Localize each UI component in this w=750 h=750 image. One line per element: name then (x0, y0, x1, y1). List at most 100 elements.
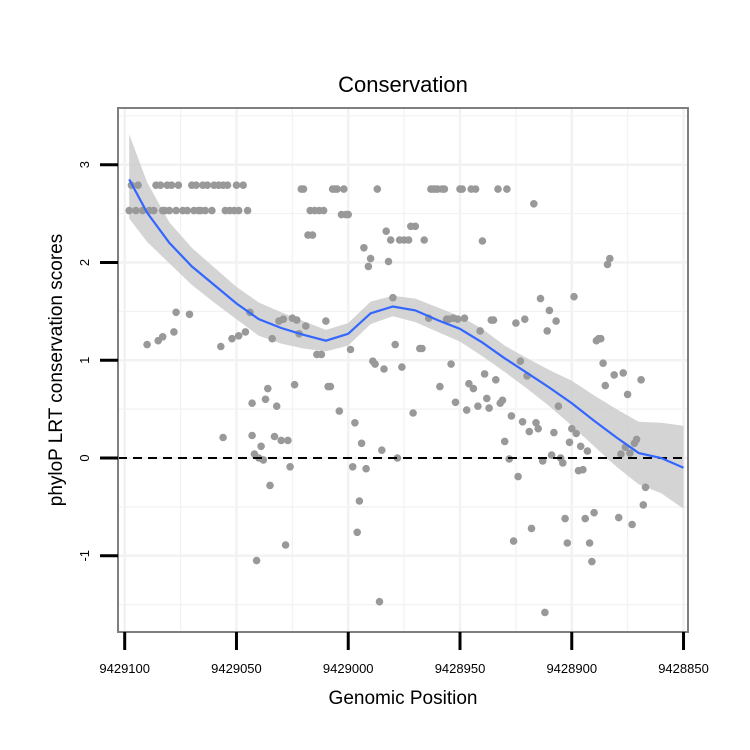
plot-panel-border (117, 107, 689, 633)
data-point (384, 257, 393, 266)
data-point (272, 402, 281, 411)
data-point (601, 381, 610, 390)
data-point (248, 431, 256, 440)
data-point (545, 306, 554, 315)
data-point (398, 363, 406, 371)
data-point (366, 254, 375, 263)
y-axis-title: phyloP LRT conservation scores (46, 234, 67, 507)
confidence-band (129, 134, 684, 509)
data-point (371, 360, 379, 368)
data-point (565, 438, 574, 447)
data-point (281, 541, 290, 549)
data-point (378, 446, 386, 455)
data-point (610, 371, 618, 379)
data-point (319, 206, 328, 215)
data-point (447, 360, 455, 368)
data-point (460, 314, 469, 323)
data-point (559, 459, 567, 467)
data-point (617, 450, 625, 458)
data-point (389, 293, 397, 302)
data-point (290, 380, 299, 389)
data-point (134, 181, 142, 189)
data-point (234, 332, 243, 340)
data-point (568, 424, 576, 433)
data-point (239, 181, 247, 189)
data-point (348, 463, 357, 471)
data-point (192, 181, 200, 189)
x-tick-label: 9429000 (323, 661, 374, 676)
data-point (364, 262, 373, 271)
data-point (581, 514, 589, 523)
x-tick-label: 9428900 (546, 661, 597, 676)
data-point (257, 442, 265, 451)
data-point (261, 395, 270, 404)
data-point (521, 315, 529, 324)
data-point (234, 206, 243, 215)
data-point (277, 436, 286, 445)
data-point (590, 508, 598, 517)
data-point (505, 455, 513, 463)
data-point (268, 334, 277, 343)
data-point (326, 382, 335, 391)
data-point (409, 409, 417, 417)
data-point (563, 539, 572, 547)
data-point (201, 206, 209, 215)
data-point (579, 465, 587, 474)
x-tick-label: 9429050 (211, 661, 262, 676)
data-point (183, 206, 192, 215)
data-point (474, 402, 482, 411)
data-point (641, 483, 650, 492)
data-point (500, 437, 509, 446)
data-point (418, 344, 426, 353)
data-point (172, 206, 180, 215)
data-point (632, 435, 641, 444)
data-point (509, 537, 518, 545)
data-point (346, 345, 355, 354)
loess-fit-line (128, 178, 684, 469)
data-point (498, 396, 507, 405)
data-point (518, 418, 527, 426)
data-point (353, 528, 362, 537)
data-point (243, 206, 252, 215)
x-axis-title: Genomic Position (329, 688, 478, 709)
data-point (462, 406, 471, 414)
data-point (494, 185, 502, 193)
data-point (252, 556, 261, 565)
data-point (279, 315, 288, 324)
data-point (483, 394, 491, 403)
data-point (219, 433, 227, 442)
x-tick-label: 9429100 (99, 661, 150, 676)
data-point (340, 185, 348, 193)
x-tick-label: 9428850 (658, 661, 709, 676)
data-point (538, 457, 547, 465)
data-point (550, 428, 558, 437)
data-point (150, 206, 158, 215)
y-tick-label: 2 (77, 259, 92, 266)
data-point (125, 206, 133, 215)
data-point (489, 316, 498, 324)
data-point (512, 319, 520, 327)
x-axis: 9429100 9429050 9429000 9428950 9428900 94288… (99, 632, 709, 676)
data-point (572, 429, 580, 438)
data-point (322, 317, 330, 325)
data-point (536, 294, 545, 303)
data-point (404, 236, 413, 244)
data-point (302, 322, 310, 330)
data-point (203, 181, 212, 189)
data-point (411, 222, 420, 231)
data-point (248, 399, 256, 408)
data-point (469, 384, 478, 393)
data-point (588, 557, 596, 566)
data-point (552, 317, 560, 325)
chart-title: Conservation (338, 72, 468, 97)
data-point (344, 210, 353, 219)
data-point (386, 236, 395, 244)
data-point (534, 424, 542, 433)
data-point (360, 244, 368, 252)
data-point (393, 454, 402, 462)
data-point (525, 427, 534, 436)
data-point (585, 539, 594, 547)
data-point (626, 449, 634, 457)
data-point (264, 384, 272, 393)
y-axis: -1 0 1 2 3 (77, 161, 118, 562)
